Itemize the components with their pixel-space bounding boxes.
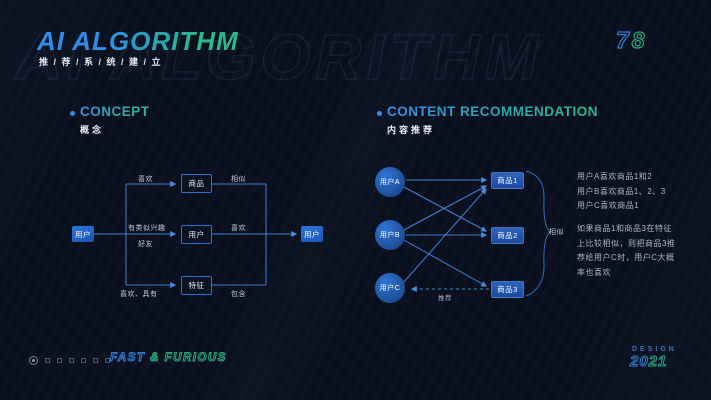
rec-notes-facts: 用户A喜欢商品1和2 用户B喜欢商品1、2、3 用户C喜欢商品1 [577,170,711,214]
pager [29,356,110,365]
recommendation-section-subtitle: 内容推荐 [387,125,436,135]
note-fact-user-b: 用户B喜欢商品1、2、3 [577,186,666,196]
ghost-title: AI ALGORITHM [15,20,543,94]
edge-label-recommend: 推荐 [438,295,452,302]
edge-label-similar: 相似 [231,176,246,183]
recommendation-bullet-icon [377,111,382,116]
pager-square-3 [69,358,74,363]
rec-product-3-node: 商品3 [491,281,524,298]
pager-active-dot-center [32,359,35,362]
edge-label-like-middle: 喜欢 [231,225,246,232]
brand-part-amp: & [150,352,160,365]
recommendation-section-title: CONTENT RECOMMENDATION [387,104,598,119]
edge-label-like-have: 喜欢、具有 [120,291,158,298]
edge-label-similar-interest: 有类似兴趣 [128,225,166,232]
brand-part-fast: FAST [109,352,146,365]
year-text: 2021 [630,353,668,371]
year-part-21: 21 [648,353,668,371]
pager-square-6 [105,358,110,363]
concept-target-node: 用户 [301,226,323,242]
pager-square-1 [45,358,50,363]
note-explanation-line-2: 上比较相似，则把商品3推 [577,238,676,248]
page-number: 78 [615,26,648,54]
page-number-digit-7: 7 [615,26,632,53]
concept-section-subtitle: 概念 [80,125,105,135]
note-explanation-line-4: 率也喜欢 [577,267,611,277]
concept-source-node: 用户 [72,226,94,242]
rec-user-b-node: 用户B [375,220,405,250]
rec-product-2-node: 商品2 [491,227,524,244]
edge-label-friend: 好友 [138,241,153,248]
page-title: AI ALGORITHM [37,26,239,56]
concept-node-feature: 特征 [181,276,212,295]
brace-label-similar: 相似 [549,229,564,236]
pager-square-5 [93,358,98,363]
concept-node-user: 用户 [181,225,212,244]
note-explanation-line-1: 如果商品1和商品3在特征 [577,224,672,233]
pager-active-dot [29,356,38,365]
year-part-20: 20 [630,353,649,371]
rec-product-1-node: 商品1 [491,172,524,189]
rec-user-c-node: 用户C [375,273,405,303]
design-label: DESIGN [632,346,677,353]
concept-bullet-icon [70,111,75,116]
rec-user-a-node: 用户A [375,167,405,197]
edge-label-contain: 包含 [231,291,246,298]
concept-node-product: 商品 [181,174,212,193]
pager-square-2 [57,358,62,363]
brand-text: FAST & FURIOUS [109,352,227,365]
page-subtitle: 推 / 荐 / 系 / 统 / 建 / 立 [39,57,163,67]
edge-label-like-top: 喜欢 [138,176,153,183]
note-explanation-line-3: 荐给用户C时，用户C大概 [577,253,675,262]
page-number-digit-8: 8 [631,26,648,53]
brand-part-furious: FURIOUS [164,352,227,365]
concept-section-title: CONCEPT [80,104,150,119]
rec-notes-explanation: 如果商品1和商品3在特征 上比较相似，则把商品3推 荐给用户C时，用户C大概 率… [577,222,711,280]
note-fact-user-a: 用户A喜欢商品1和2 [577,172,653,181]
note-fact-user-c: 用户C喜欢商品1 [577,201,640,210]
pager-square-4 [81,358,86,363]
